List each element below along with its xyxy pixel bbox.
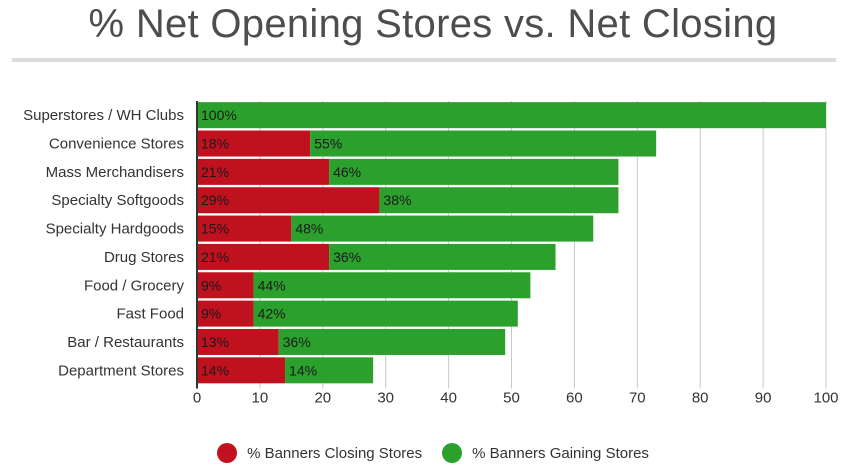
- closing-bar: [197, 357, 286, 384]
- gaining-value-label: 48%: [295, 221, 323, 237]
- gaining-bar: [329, 243, 556, 270]
- legend-label-closing: % Banners Closing Stores: [247, 444, 423, 462]
- closing-value-label: 21%: [201, 164, 229, 180]
- category-label: Convenience Stores: [49, 136, 184, 153]
- x-tick-label: 70: [629, 390, 646, 407]
- gaining-value-label: 46%: [333, 164, 361, 180]
- gaining-value-label: 36%: [333, 249, 361, 265]
- x-tick-label: 100: [813, 390, 838, 407]
- legend-swatch-gaining: [442, 443, 463, 463]
- category-label: Department Stores: [58, 362, 184, 379]
- title-divider: [12, 58, 836, 62]
- closing-bar: [197, 300, 254, 327]
- gaining-bar: [310, 130, 657, 157]
- closing-value-label: 9%: [201, 277, 221, 293]
- closing-value-label: 21%: [201, 249, 229, 265]
- closing-bar: [197, 215, 292, 242]
- gaining-bar: [253, 300, 518, 327]
- closing-value-label: 14%: [201, 362, 229, 378]
- closing-value-label: 18%: [201, 136, 229, 152]
- gaining-value-label: 100%: [201, 107, 237, 123]
- x-tick-label: 50: [503, 390, 520, 407]
- category-label: Bar / Restaurants: [67, 334, 184, 351]
- x-tick-label: 40: [440, 390, 457, 407]
- category-label: Drug Stores: [104, 249, 184, 266]
- category-label: Specialty Hardgoods: [46, 221, 184, 238]
- bar-chart: 0 10 20 30 40 50 60 70 80 90 100 Superstores / WH C…: [23, 101, 839, 407]
- closing-bar: [197, 328, 279, 355]
- closing-value-label: 13%: [201, 334, 229, 350]
- gaining-value-label: 36%: [283, 334, 311, 350]
- closing-bar: [197, 243, 330, 270]
- x-tick-label: 20: [314, 390, 331, 407]
- gaining-bar: [285, 357, 374, 384]
- category-label: Fast Food: [116, 306, 184, 323]
- legend-label-gaining: % Banners Gaining Stores: [472, 444, 649, 462]
- x-tick-label: 0: [193, 390, 201, 407]
- chart-title: % Net Opening Stores vs. Net Closing: [88, 2, 778, 46]
- gaining-value-label: 42%: [258, 306, 286, 322]
- gaining-bar: [291, 215, 594, 242]
- gaining-value-label: 38%: [383, 192, 411, 208]
- gaining-value-label: 44%: [258, 277, 286, 293]
- x-tick-label: 60: [566, 390, 583, 407]
- x-tick-label: 30: [377, 390, 394, 407]
- category-label: Food / Grocery: [84, 277, 185, 294]
- x-tick-label: 10: [252, 390, 269, 407]
- gaining-bar: [329, 158, 619, 185]
- closing-bar: [197, 158, 330, 185]
- gaining-bar: [379, 187, 619, 214]
- closing-value-label: 15%: [201, 221, 229, 237]
- gaining-value-label: 14%: [289, 362, 317, 378]
- category-label: Superstores / WH Clubs: [23, 107, 184, 124]
- category-label: Mass Merchandisers: [46, 164, 184, 181]
- closing-bar: [197, 272, 254, 299]
- closing-bar: [197, 130, 311, 157]
- x-tick-label: 90: [755, 390, 772, 407]
- gaining-value-label: 55%: [314, 136, 342, 152]
- gaining-bar: [253, 272, 531, 299]
- gaining-bar: [278, 328, 506, 355]
- closing-value-label: 29%: [201, 192, 229, 208]
- legend: % Banners Closing Stores % Banners Gaini…: [0, 440, 866, 466]
- closing-value-label: 9%: [201, 306, 221, 322]
- legend-item-gaining: % Banners Gaining Stores: [442, 443, 649, 463]
- gaining-bar: [197, 102, 826, 129]
- legend-item-closing: % Banners Closing Stores: [217, 443, 422, 463]
- legend-swatch-closing: [217, 443, 238, 463]
- x-tick-label: 80: [692, 390, 709, 407]
- category-label: Specialty Softgoods: [51, 192, 184, 209]
- closing-bar: [197, 187, 380, 214]
